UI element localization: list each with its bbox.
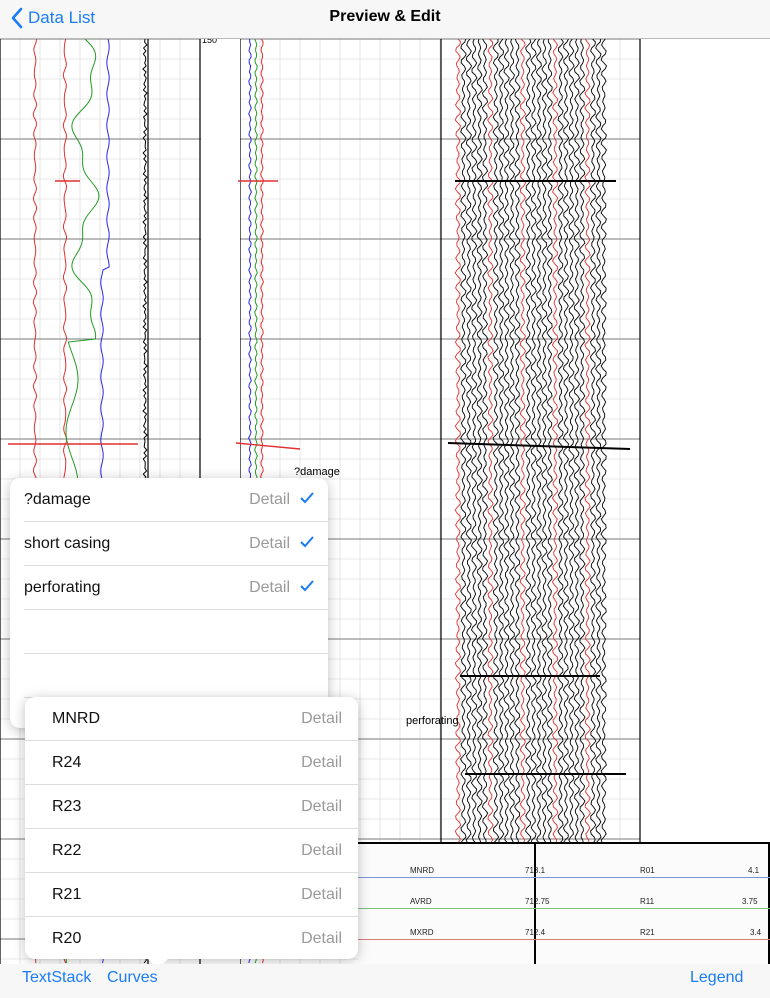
detail-button[interactable]: Detail: [249, 579, 290, 596]
legend-value: 713.1: [525, 866, 546, 875]
textstack-button[interactable]: TextStack: [22, 969, 92, 986]
curve-row-label: R23: [52, 798, 82, 815]
curves-popover: MNRD Detail R24 Detail R23 Detail R22 De…: [25, 697, 358, 959]
textstack-row[interactable]: short casing Detail: [24, 522, 328, 566]
curve-row[interactable]: R20 Detail: [25, 917, 358, 961]
legend-name: R11: [640, 897, 655, 906]
legend-button[interactable]: Legend: [690, 969, 744, 986]
detail-button[interactable]: Detail: [301, 798, 342, 815]
textstack-row-label: perforating: [24, 579, 101, 596]
detail-button[interactable]: Detail: [301, 842, 342, 859]
curve-row[interactable]: R24 Detail: [25, 741, 358, 785]
textstack-empty-row[interactable]: [24, 654, 328, 698]
curve-row[interactable]: R23 Detail: [25, 785, 358, 829]
legend-line-avrd: [358, 908, 770, 909]
detail-button[interactable]: Detail: [301, 930, 342, 947]
annotation-perforating: perforating: [406, 715, 459, 727]
curve-row-label: R24: [52, 754, 82, 771]
textstack-empty-row[interactable]: [24, 610, 328, 654]
checkmark-icon[interactable]: [299, 491, 315, 505]
annotation-damage: ?damage: [294, 466, 340, 478]
legend-name: MNRD: [410, 866, 434, 875]
checkmark-icon[interactable]: [299, 535, 315, 549]
curve-row-label: MNRD: [52, 710, 100, 727]
textstack-row[interactable]: ?damage Detail: [24, 478, 328, 522]
curve-row-label: R20: [52, 930, 82, 947]
detail-button[interactable]: Detail: [249, 491, 290, 508]
detail-button[interactable]: Detail: [301, 886, 342, 903]
bottom-toolbar: TextStack Curves Legend: [0, 964, 770, 998]
detail-button[interactable]: Detail: [301, 754, 342, 771]
curves-button[interactable]: Curves: [107, 969, 158, 986]
legend-panel: MNRD 713.1 R01 4.1 AVRD 712.75 R11 3.75 …: [358, 842, 770, 966]
legend-value: 712.75: [525, 897, 550, 906]
legend-divider: [768, 844, 770, 964]
navigation-bar: Data List Preview & Edit: [0, 0, 770, 39]
back-button[interactable]: Data List: [10, 6, 95, 30]
depth-label: 150: [202, 39, 217, 45]
textstack-row[interactable]: perforating Detail: [24, 566, 328, 610]
curve-row[interactable]: MNRD Detail: [25, 697, 358, 741]
legend-value: 3.75: [742, 897, 758, 906]
legend-line-mnrd: [358, 877, 770, 878]
textstack-row-label: ?damage: [24, 491, 91, 508]
legend-name: MXRD: [410, 928, 434, 937]
legend-line-mxrd: [358, 939, 770, 940]
legend-value: 3.4: [750, 928, 762, 937]
curve-row[interactable]: R22 Detail: [25, 829, 358, 873]
page-title: Preview & Edit: [329, 8, 441, 25]
log-curves: [8, 39, 631, 964]
curve-row[interactable]: R21 Detail: [25, 873, 358, 917]
legend-value: 4.1: [748, 866, 760, 875]
legend-name: AVRD: [410, 897, 432, 906]
checkmark-icon[interactable]: [299, 579, 315, 593]
textstack-popover: ?damage Detail short casing Detail perfo…: [10, 478, 328, 728]
curve-row-label: R21: [52, 886, 82, 903]
legend-name: R01: [640, 866, 655, 875]
legend-name: R21: [640, 928, 655, 937]
back-button-label: Data List: [28, 8, 96, 27]
curve-row-label: R22: [52, 842, 82, 859]
legend-divider: [534, 844, 536, 964]
detail-button[interactable]: Detail: [301, 710, 342, 727]
chevron-left-icon: [11, 7, 23, 29]
legend-value: 712.4: [525, 928, 546, 937]
textstack-row-label: short casing: [24, 535, 111, 552]
detail-button[interactable]: Detail: [249, 535, 290, 552]
